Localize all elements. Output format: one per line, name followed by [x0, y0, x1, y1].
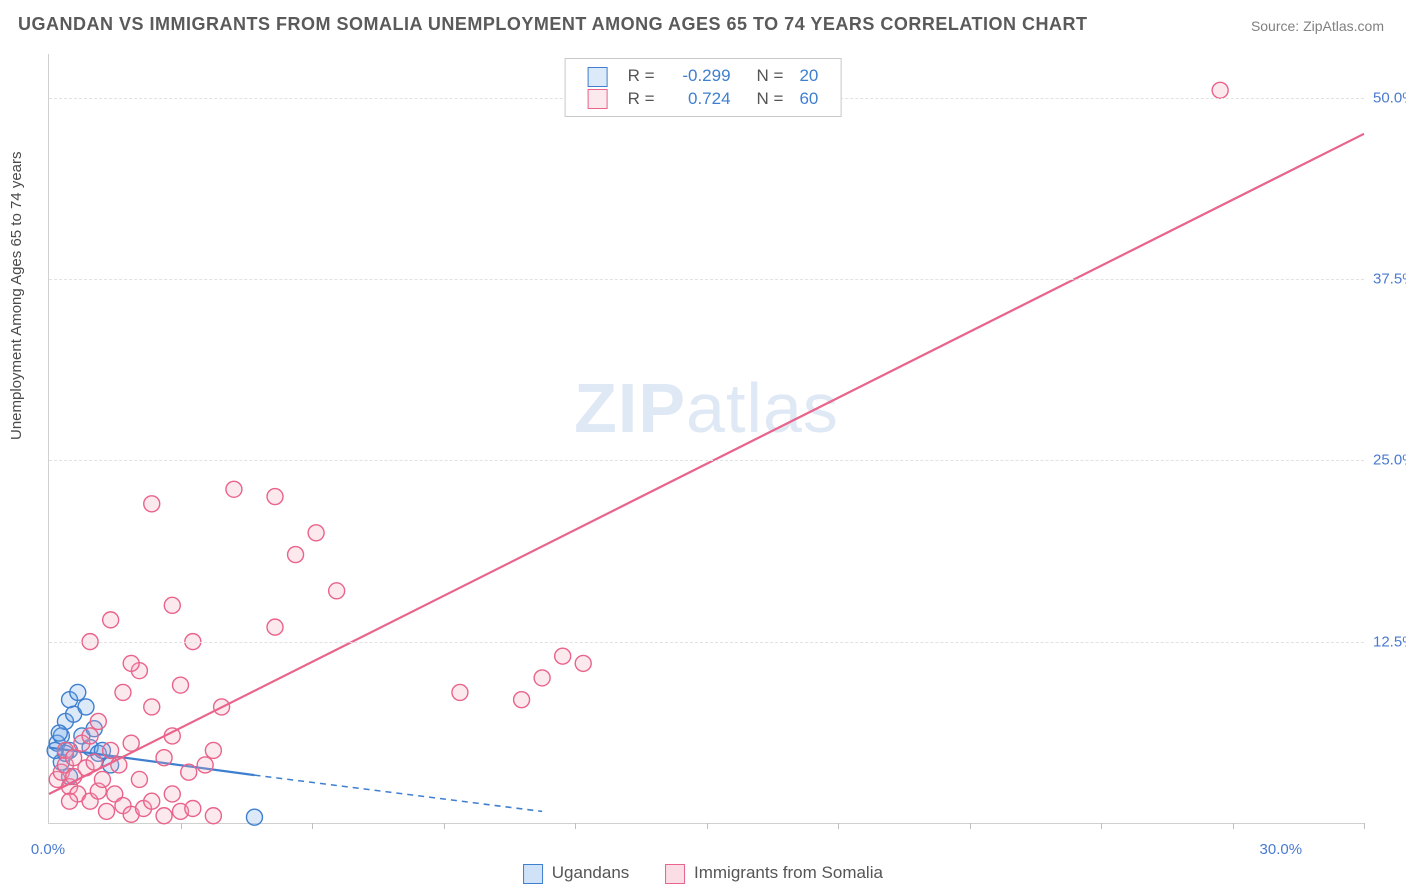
data-point — [514, 692, 530, 708]
data-point — [185, 800, 201, 816]
data-point — [78, 699, 94, 715]
legend-swatch — [588, 67, 608, 87]
trend-line — [49, 134, 1364, 794]
data-point — [144, 793, 160, 809]
x-axis-tick-mark — [838, 823, 839, 829]
y-axis-tick: 37.5% — [1373, 270, 1406, 287]
x-axis-tick-mark — [970, 823, 971, 829]
x-axis-tick-mark — [181, 823, 182, 829]
legend-swatch — [665, 864, 685, 884]
x-axis-end-tick: 30.0% — [1260, 841, 1303, 858]
plot-area: ZIPatlas — [48, 54, 1364, 824]
x-axis-tick-mark — [444, 823, 445, 829]
data-point — [123, 655, 139, 671]
source-attribution: Source: ZipAtlas.com — [1251, 18, 1384, 34]
data-point — [115, 684, 131, 700]
legend-swatch — [523, 864, 543, 884]
x-axis-tick-mark — [1364, 823, 1365, 829]
stats-row: R =-0.299N =20 — [580, 65, 827, 88]
data-point — [308, 525, 324, 541]
chart-canvas — [49, 54, 1364, 823]
y-axis-tick: 50.0% — [1373, 89, 1406, 106]
data-point — [555, 648, 571, 664]
data-point — [82, 728, 98, 744]
data-point — [131, 771, 147, 787]
stats-legend: R =-0.299N =20R =0.724N =60 — [565, 58, 842, 117]
data-point — [90, 713, 106, 729]
data-point — [181, 764, 197, 780]
gridline — [49, 642, 1364, 643]
series-legend: Ugandans Immigrants from Somalia — [505, 863, 901, 884]
data-point — [267, 619, 283, 635]
y-axis-label: Unemployment Among Ages 65 to 74 years — [8, 151, 25, 440]
data-point — [226, 481, 242, 497]
data-point — [144, 699, 160, 715]
data-point — [246, 809, 262, 825]
legend-swatch — [588, 89, 608, 109]
x-axis-tick-mark — [1233, 823, 1234, 829]
x-axis-tick-mark — [312, 823, 313, 829]
data-point — [267, 489, 283, 505]
data-point — [156, 750, 172, 766]
data-point — [197, 757, 213, 773]
data-point — [103, 612, 119, 628]
legend-item: Immigrants from Somalia — [665, 863, 883, 882]
data-point — [205, 742, 221, 758]
data-point — [144, 496, 160, 512]
data-point — [94, 771, 110, 787]
data-point — [329, 583, 345, 599]
legend-item: Ugandans — [523, 863, 629, 882]
x-axis-tick-mark — [1101, 823, 1102, 829]
data-point — [288, 547, 304, 563]
data-point — [164, 786, 180, 802]
data-point — [70, 684, 86, 700]
data-point — [103, 742, 119, 758]
data-point — [205, 808, 221, 824]
data-point — [1212, 82, 1228, 98]
stats-row: R =0.724N =60 — [580, 88, 827, 111]
gridline — [49, 460, 1364, 461]
data-point — [575, 655, 591, 671]
y-axis-tick: 25.0% — [1373, 452, 1406, 469]
data-point — [173, 677, 189, 693]
gridline — [49, 279, 1364, 280]
data-point — [164, 597, 180, 613]
trend-line-extrapolated — [254, 775, 542, 811]
x-axis-tick-mark — [707, 823, 708, 829]
data-point — [51, 725, 67, 741]
chart-title: UGANDAN VS IMMIGRANTS FROM SOMALIA UNEMP… — [18, 14, 1088, 35]
data-point — [452, 684, 468, 700]
data-point — [62, 793, 78, 809]
y-axis-tick: 12.5% — [1373, 633, 1406, 650]
data-point — [99, 803, 115, 819]
data-point — [534, 670, 550, 686]
x-axis-tick-mark — [575, 823, 576, 829]
x-axis-start-tick: 0.0% — [31, 841, 65, 858]
data-point — [156, 808, 172, 824]
